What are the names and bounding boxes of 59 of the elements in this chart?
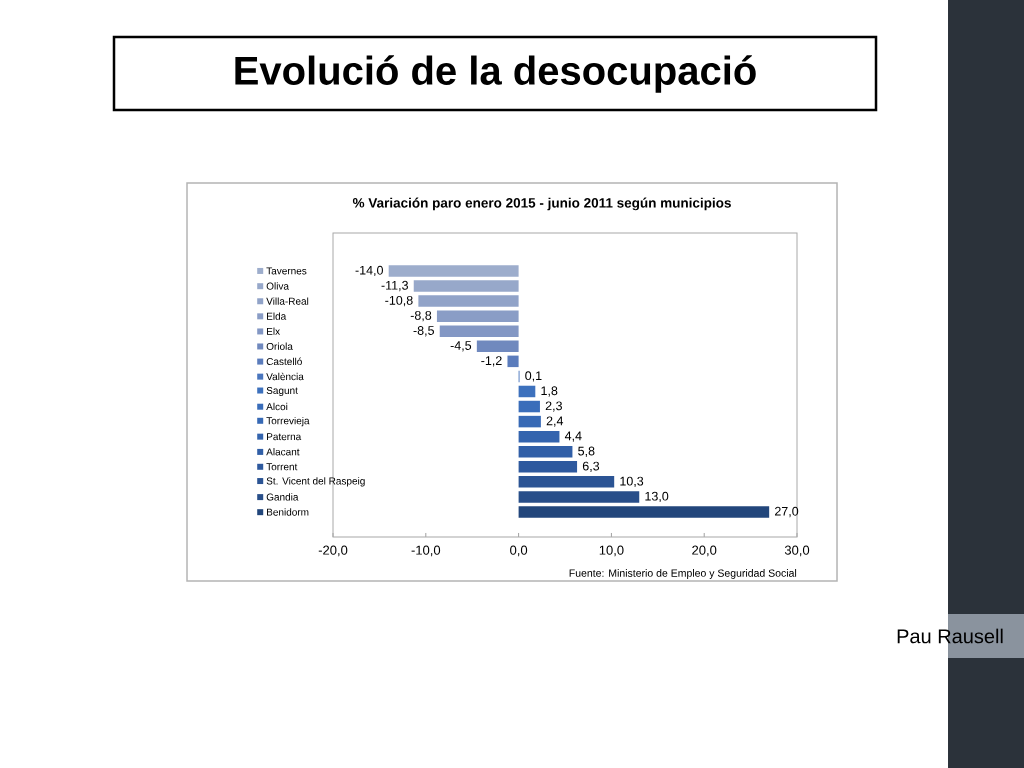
x-tick-label: 30,0 xyxy=(784,545,810,557)
x-tick-label: -20,0 xyxy=(318,545,348,557)
y-tick-label: Gandia xyxy=(266,493,299,501)
y-tick-label: Castelló xyxy=(266,357,302,366)
y-tick-label: Oliva xyxy=(266,282,289,290)
data-label: 5,8 xyxy=(578,446,595,457)
y-tick-label: St. Vicent del Raspeig xyxy=(266,477,365,487)
bar xyxy=(476,340,519,353)
bar xyxy=(518,430,560,443)
y-tick-label: Sagunt xyxy=(266,386,298,396)
data-label: 13,0 xyxy=(645,491,669,503)
bar xyxy=(518,476,615,488)
data-label: -14,0 xyxy=(355,265,383,277)
y-tick-label: Villa-Real xyxy=(266,297,309,305)
bar xyxy=(507,355,519,368)
data-label: 2,3 xyxy=(545,401,562,412)
source-note: Fuente: Ministerio de Empleo y Seguridad Social xyxy=(569,569,797,579)
y-tick-label: València xyxy=(266,372,304,381)
y-tick-label: Alacant xyxy=(266,448,300,456)
data-label: 27,0 xyxy=(775,506,799,518)
data-label: -10,8 xyxy=(385,295,413,307)
y-tick-label: Oriola xyxy=(266,342,293,350)
bar xyxy=(388,265,519,277)
bar xyxy=(436,310,519,322)
y-tick-label: Benidorm xyxy=(267,508,309,516)
y-tick-label: Torrevieja xyxy=(266,416,310,427)
data-label: -1,2 xyxy=(481,356,502,367)
data-label: 6,3 xyxy=(582,461,600,472)
bar xyxy=(413,280,519,292)
bar xyxy=(518,385,536,398)
bar xyxy=(518,461,578,473)
bar xyxy=(518,445,573,458)
bar xyxy=(518,415,541,428)
data-label: 1,8 xyxy=(541,386,558,397)
data-label: 0,1 xyxy=(525,371,542,382)
bar xyxy=(518,400,540,413)
data-label: -8,5 xyxy=(413,326,434,337)
data-label: -8,8 xyxy=(410,311,432,322)
data-label: 2,4 xyxy=(546,416,564,427)
x-tick-label: 10,0 xyxy=(599,545,624,557)
data-label: 4,4 xyxy=(564,431,582,442)
data-label: -11,3 xyxy=(381,280,408,292)
y-tick-label: Torrent xyxy=(266,463,298,471)
data-label: -4,5 xyxy=(450,341,472,352)
x-tick-label: 0,0 xyxy=(510,545,528,557)
y-tick-label: Elx xyxy=(267,327,280,335)
y-tick-label: Paterna xyxy=(267,433,302,441)
bar xyxy=(439,325,519,337)
bar xyxy=(518,506,770,518)
chart-subtitle: % Variación paro enero 2015 - junio 2011 según municipios xyxy=(352,197,731,211)
y-tick-label: Elda xyxy=(267,312,287,320)
bar xyxy=(518,491,640,503)
x-tick-label: 20,0 xyxy=(692,545,717,557)
data-label: 10,3 xyxy=(620,476,644,488)
bar xyxy=(418,295,519,307)
x-tick-label: -10,0 xyxy=(411,545,441,557)
chart-title: Evolució de la desocupació xyxy=(235,55,756,93)
y-tick-label: Tavernes xyxy=(266,267,307,275)
y-tick-label: Alcoi xyxy=(266,402,288,411)
